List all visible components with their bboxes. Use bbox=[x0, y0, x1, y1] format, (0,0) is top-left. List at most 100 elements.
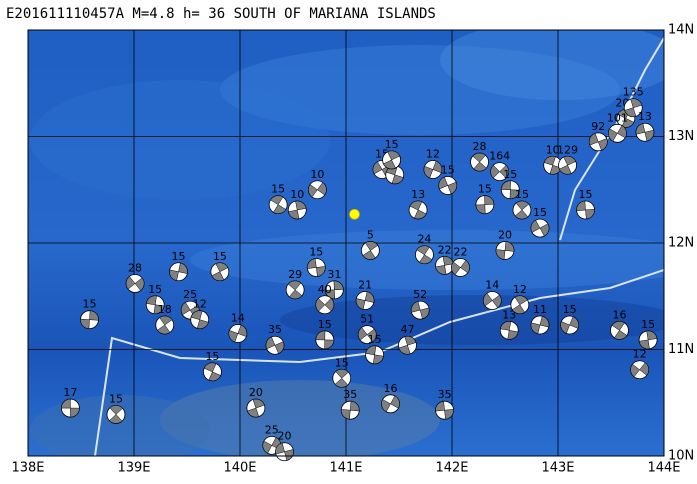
focal-mechanism bbox=[435, 255, 454, 275]
focal-mechanism bbox=[530, 218, 550, 238]
focal-mechanism bbox=[630, 360, 650, 380]
depth-label: 5 bbox=[367, 228, 374, 241]
compression-quadrant bbox=[157, 315, 173, 335]
focal-mechanism bbox=[287, 200, 307, 220]
compression-quadrant bbox=[315, 297, 335, 312]
focal-mechanism bbox=[490, 162, 510, 182]
depth-label: 15 bbox=[385, 138, 399, 151]
compression-quadrant bbox=[423, 160, 443, 179]
depth-label: 13 bbox=[638, 110, 652, 123]
depth-label: 10 bbox=[546, 143, 560, 156]
depth-label: 15 bbox=[563, 303, 577, 316]
depth-label: 47 bbox=[400, 323, 414, 336]
focal-mechanism bbox=[510, 295, 530, 315]
focal-mechanism bbox=[451, 258, 470, 277]
depth-label: 22 bbox=[438, 243, 452, 256]
epicenter bbox=[349, 208, 360, 220]
focal-mechanism bbox=[315, 330, 335, 350]
depth-label: 15 bbox=[368, 333, 382, 346]
depth-label: 35 bbox=[438, 388, 452, 401]
focal-mechanism bbox=[381, 394, 400, 414]
compression-quadrant bbox=[435, 401, 454, 420]
depth-label: 10 bbox=[290, 188, 304, 201]
compression-quadrant bbox=[247, 398, 265, 418]
x-tick-label: 139E bbox=[117, 461, 150, 476]
compression-quadrant bbox=[501, 180, 520, 199]
compression-quadrant bbox=[362, 241, 379, 260]
focal-mechanism bbox=[155, 315, 175, 335]
depth-label: 17 bbox=[63, 386, 77, 399]
depth-label: 129 bbox=[557, 143, 578, 156]
focal-mechanism bbox=[228, 324, 248, 343]
depth-label: 11 bbox=[533, 303, 547, 316]
depth-label: 16 bbox=[612, 308, 626, 321]
compression-quadrant bbox=[511, 295, 528, 314]
focal-mechanism bbox=[495, 241, 515, 260]
x-tick-label: 140E bbox=[223, 461, 256, 476]
compression-quadrant bbox=[315, 330, 335, 350]
focal-mechanism bbox=[340, 400, 360, 420]
compression-quadrant bbox=[472, 152, 487, 172]
focal-mechanism bbox=[435, 400, 454, 420]
compression-quadrant bbox=[365, 345, 384, 365]
focal-mechanism bbox=[607, 123, 627, 143]
focal-mechanism bbox=[275, 442, 294, 462]
focal-mechanism bbox=[285, 280, 305, 300]
focal-mechanism bbox=[512, 200, 532, 220]
compression-quadrant bbox=[125, 276, 145, 291]
focal-mechanism bbox=[588, 132, 608, 152]
depth-label: 15 bbox=[515, 188, 529, 201]
depth-label: 12 bbox=[193, 298, 207, 311]
focal-mechanism bbox=[365, 345, 385, 365]
focal-mechanism bbox=[332, 368, 352, 388]
bathymetry bbox=[28, 30, 664, 456]
focal-mechanism bbox=[423, 160, 443, 179]
depth-label: 25 bbox=[265, 423, 279, 436]
depth-label: 15 bbox=[82, 298, 96, 311]
depth-label: 20 bbox=[498, 228, 512, 241]
depth-label: 101 bbox=[607, 111, 628, 124]
depth-label: 35 bbox=[343, 388, 357, 401]
focal-mechanism bbox=[355, 291, 375, 310]
focal-mechanism bbox=[382, 150, 401, 170]
depth-label: 28 bbox=[128, 261, 142, 274]
depth-label: 52 bbox=[413, 288, 427, 301]
compression-quadrant bbox=[438, 176, 457, 195]
focal-mechanism bbox=[470, 152, 489, 172]
depth-label: 15 bbox=[641, 318, 655, 331]
compression-quadrant bbox=[490, 164, 509, 179]
focal-mechanism bbox=[500, 180, 520, 200]
focal-mechanism bbox=[357, 325, 377, 344]
compression-quadrant bbox=[381, 395, 400, 413]
focal-mechanism bbox=[415, 245, 434, 265]
focal-mechanism bbox=[203, 362, 222, 382]
compression-quadrant bbox=[358, 327, 377, 343]
focal-mechanism bbox=[610, 320, 629, 340]
compression-quadrant bbox=[589, 133, 608, 151]
depth-label: 15 bbox=[148, 283, 162, 296]
focal-mechanism bbox=[499, 320, 519, 340]
depth-label: 15 bbox=[318, 318, 332, 331]
compression-quadrant bbox=[638, 330, 658, 350]
depth-label: 15 bbox=[441, 163, 455, 176]
compression-quadrant bbox=[530, 315, 550, 335]
depth-label: 13 bbox=[502, 308, 516, 321]
depth-label: 12 bbox=[633, 348, 647, 361]
compression-quadrant bbox=[355, 291, 375, 310]
compression-quadrant bbox=[334, 369, 349, 388]
compression-quadrant bbox=[203, 362, 222, 382]
depth-label: 164 bbox=[489, 150, 510, 163]
focal-mechanism bbox=[408, 200, 428, 220]
compression-quadrant bbox=[307, 258, 326, 277]
compression-quadrant bbox=[61, 398, 80, 418]
focal-mechanism bbox=[438, 176, 458, 195]
focal-mechanism bbox=[475, 195, 495, 215]
depth-label: 15 bbox=[213, 250, 227, 263]
depth-label: 14 bbox=[485, 279, 499, 292]
depth-label: 21 bbox=[358, 279, 372, 292]
depth-label: 15 bbox=[579, 188, 593, 201]
compression-quadrant bbox=[146, 295, 165, 314]
focal-mechanism bbox=[576, 200, 595, 220]
compression-quadrant bbox=[308, 182, 327, 198]
